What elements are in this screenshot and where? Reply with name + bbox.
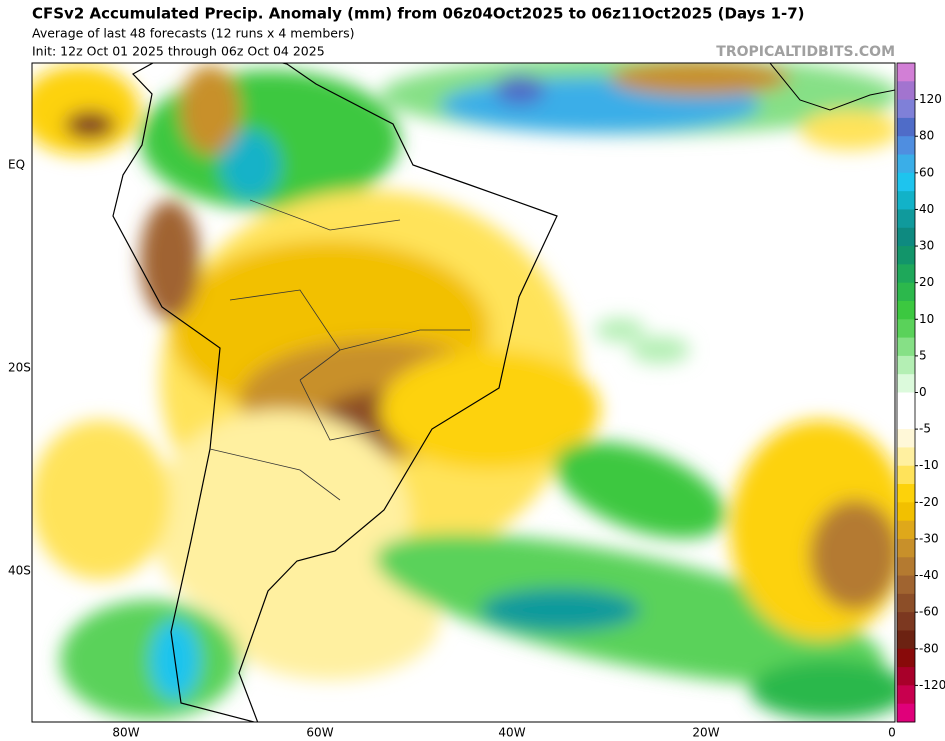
colorbar-cell [897,209,915,229]
anomaly-blob [220,560,440,680]
colorbar-cell [897,99,915,119]
colorbar-cell [897,447,915,467]
lon-label: 60W [306,726,333,740]
coastline [112,63,558,722]
colorbar-cell [897,392,915,412]
colorbar-cell [897,355,915,375]
colorbar-cell [897,172,915,192]
colorbar-cell [897,300,915,320]
colorbar-label: 60 [919,165,934,179]
colorbar-cell [897,319,915,339]
colorbar-label: 10 [919,312,934,326]
colorbar-cell [897,575,915,595]
anomaly-blob [495,75,545,105]
colorbar-label: 120 [919,92,942,106]
colorbar-cell [897,429,915,448]
lat-axis: EQ 20S 40S [8,158,31,578]
colorbar-cell [897,63,915,82]
colorbar-label: 30 [919,239,934,253]
colorbar-cell [897,648,915,668]
anomaly-blob [32,65,140,155]
colorbar-label: -120 [919,678,945,692]
colorbar-label: -20 [919,495,939,509]
colorbar-cell [897,520,915,540]
anomaly-blob [554,441,726,539]
colorbar-cell [897,538,915,558]
colorbar-cell [897,410,915,430]
colorbar-cell [897,557,915,577]
colorbar-cell [897,246,915,265]
colorbar-cell [897,685,915,705]
colorbar-label: -80 [919,641,939,655]
lon-label: 80W [112,726,139,740]
colorbar-cell [897,374,915,393]
colorbar-cell [897,593,915,613]
colorbar-cell [897,154,915,174]
colorbar-cell [897,117,915,137]
colorbar-label: 5 [919,348,927,362]
anomaly-blob [610,63,790,96]
colorbar-cell [897,264,915,284]
anomaly-blob [32,420,170,580]
colorbar-cell [897,667,915,686]
watermark: TROPICALTIDBITS.COM [716,44,895,60]
colorbar-cell [897,227,915,247]
anomaly-blob [220,130,280,200]
colorbar-label: 20 [919,275,934,289]
lon-label: 20W [692,726,719,740]
subtitle: Average of last 48 forecasts (12 runs x … [32,26,354,41]
lat-label: EQ [8,158,25,172]
anomaly-blob [380,350,600,470]
anomaly-blob [630,336,690,364]
title: CFSv2 Accumulated Precip. Anomaly (mm) f… [32,5,805,23]
colorbar-label: -60 [919,605,939,619]
colorbar-cell [897,484,915,503]
colorbar-label: -30 [919,531,939,545]
map-frame [31,62,896,723]
colorbar-label: 80 [919,129,934,143]
anomaly-blob [810,500,895,610]
lat-label: 20S [8,361,31,375]
colorbar-cell [897,81,915,101]
lat-label: 40S [8,564,31,578]
colorbar-cell [897,703,915,723]
colorbar-cell [897,282,915,302]
anomaly-blob [65,111,115,139]
colorbar-cell [897,136,915,156]
anomaly-blob [480,588,640,632]
map [32,63,895,722]
colorbar: 120 80 60 40 30 20 10 5 0 -5 -10 -20 -30 -40 -60 -80 -12… [896,62,945,723]
anomaly-blob [140,200,200,320]
coastline [769,63,895,111]
colorbar-cell [897,465,915,485]
lon-label: 0 [888,726,896,740]
anomaly-field [32,63,895,720]
anomaly-blob [750,660,895,720]
init-text: Init: 12z Oct 01 2025 through 06z Oct 04… [32,44,325,59]
border [209,199,470,501]
anomaly-blob [180,65,240,155]
colorbar-cell [897,630,915,650]
lon-label: 40W [498,726,525,740]
colorbar-cell [897,337,915,357]
colorbar-cell [897,502,915,522]
lon-axis: 80W 60W 40W 20W 0 [112,726,895,740]
colorbar-cell [897,612,915,631]
colorbar-cell [897,191,915,210]
colorbar-label: -40 [919,568,939,582]
colorbar-label: 40 [919,202,934,216]
colorbar-label: -10 [919,458,939,472]
colorbar-label: -5 [919,422,931,436]
anomaly-blob [595,318,645,342]
anomaly-blob [800,110,895,150]
colorbar-label: 0 [919,385,927,399]
